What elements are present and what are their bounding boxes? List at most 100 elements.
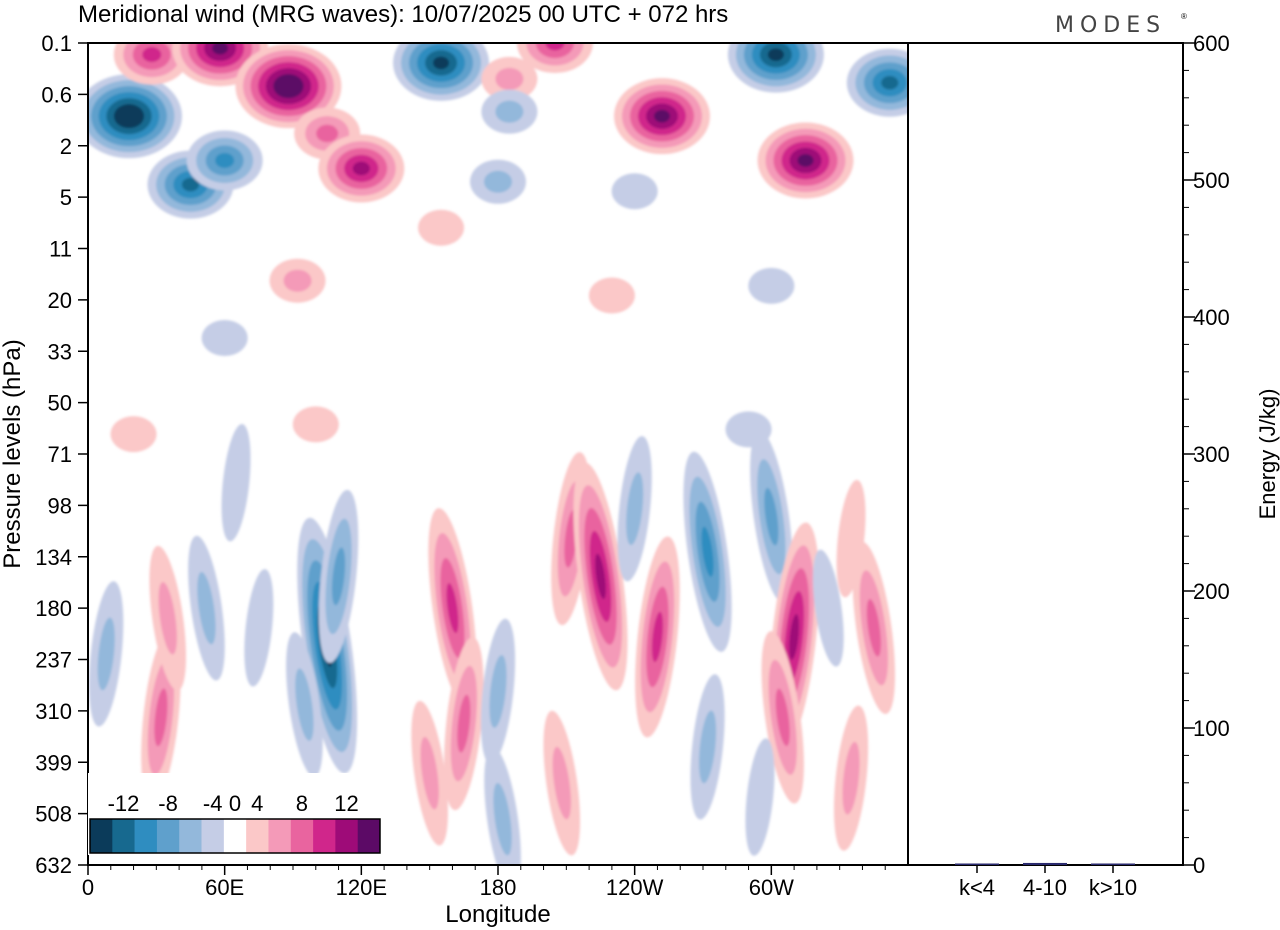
colorbar-label: -12 (108, 791, 140, 816)
contour-level (588, 277, 635, 314)
colorbar: -12 -8 -4 0 4 8 12 (88, 773, 382, 855)
contour-level (292, 406, 339, 443)
colorbar-label: 8 (296, 791, 308, 816)
y-tick-label: 399 (35, 750, 72, 775)
energy-panel-frame (907, 42, 1184, 866)
x-tick-label: 180 (480, 875, 517, 900)
energy-bar (1091, 863, 1135, 865)
contour-level (158, 582, 177, 655)
energy-y-tick-label: 300 (1193, 442, 1230, 467)
contour-level (154, 688, 168, 747)
contour-level (493, 782, 512, 856)
contour-level (446, 583, 459, 634)
colorbar-frame (89, 818, 381, 854)
contour-level (181, 177, 200, 192)
colorbar-swatch (223, 819, 247, 853)
contour-level (764, 487, 779, 546)
colorbar-swatch (313, 819, 336, 853)
contour-level (775, 688, 790, 747)
contour-level (484, 170, 512, 193)
x-axis: 0 60E 120E 180 120W 60W (82, 865, 886, 900)
y-tick-label: 98 (48, 493, 72, 518)
contour-level (797, 154, 814, 167)
contour-level (595, 553, 606, 600)
colorbar-swatch (179, 819, 202, 853)
colorbar-swatch (156, 819, 180, 853)
x-tick-label: 120E (336, 875, 387, 900)
colorbar-swatch (268, 819, 292, 853)
contour-level (789, 614, 800, 660)
y-tick-label: 20 (48, 288, 72, 313)
chart-title: Meridional wind (MRG waves): 10/07/2025 … (78, 1, 728, 28)
contour-level (283, 269, 312, 292)
y-tick-label: 33 (48, 339, 72, 364)
y-tick-label: 0.6 (41, 82, 72, 107)
y-tick-label: 237 (35, 648, 72, 673)
contour-level (97, 617, 115, 691)
colorbar-swatch (246, 819, 269, 853)
contour-level (280, 80, 297, 93)
contour-level (651, 611, 664, 663)
y-tick-label: 71 (48, 442, 72, 467)
energy-bars (955, 862, 1135, 865)
colorbar-swatch (201, 819, 225, 853)
contour-level (331, 547, 346, 606)
energy-y-tick-label: 600 (1193, 31, 1230, 56)
x-axis-label: Longitude (445, 901, 550, 928)
colorbar-swatch (134, 819, 158, 853)
contour-level (698, 710, 717, 784)
contour-level (748, 267, 795, 304)
contour-level (767, 48, 784, 61)
energy-category-label: 4-10 (1023, 875, 1067, 900)
contour-level (842, 741, 860, 815)
y-tick-label: 180 (35, 596, 72, 621)
x-tick-label: 60W (749, 875, 794, 900)
y-tick-label: 310 (35, 699, 72, 724)
contour-level (611, 173, 658, 210)
y-tick-label: 0.1 (41, 31, 72, 56)
colorbar-label: 12 (334, 791, 358, 816)
contour-level (545, 43, 565, 51)
contour-level (352, 161, 370, 176)
colorbar-label: 4 (251, 791, 263, 816)
contour-level (457, 694, 471, 753)
energy-bar (1023, 862, 1067, 865)
colorbar-label: 0 (229, 791, 241, 816)
contour-level (812, 549, 844, 667)
contour-level (489, 655, 507, 728)
contour-level (420, 737, 439, 810)
energy-y-tick-label: 500 (1193, 168, 1230, 193)
energy-y-tick-label: 0 (1193, 853, 1205, 878)
contour-level (142, 47, 162, 63)
y-axis: 0.1 0.6 2 5 11 20 33 50 71 98 134 180 237 310 399 508 63… (35, 31, 88, 878)
energy-bar (955, 863, 999, 865)
x-tick-label: 120W (606, 875, 664, 900)
colorbar-swatch (335, 819, 358, 853)
colorbar-label: -8 (158, 791, 178, 816)
contour-level (316, 124, 339, 143)
contour-level (212, 43, 229, 55)
y-tick-label: 50 (48, 391, 72, 416)
contour-level (552, 746, 571, 820)
contour-level (654, 109, 670, 123)
energy-y-tick-label: 100 (1193, 716, 1230, 741)
colorbar-swatch (357, 819, 381, 853)
y-axis-label: Pressure levels (hPa) (0, 339, 26, 568)
contour-level (866, 599, 881, 657)
contour-level (495, 100, 524, 123)
heatmap-area (88, 43, 908, 865)
contour-level (201, 319, 248, 356)
colorbar-swatch (90, 819, 113, 853)
colorbar-swatch (112, 819, 135, 853)
contour-level (244, 569, 274, 687)
contour-level (495, 67, 524, 90)
energy-x-axis: k<4 4-10 k>10 (959, 865, 1137, 900)
energy-category-label: k<4 (959, 875, 995, 900)
contour-level (295, 668, 314, 741)
contour-level (433, 56, 450, 70)
modes-logo: MODES (1055, 13, 1166, 38)
contour-level (121, 110, 137, 123)
energy-y-tick-label: 400 (1193, 305, 1230, 330)
contour-level (701, 526, 714, 577)
